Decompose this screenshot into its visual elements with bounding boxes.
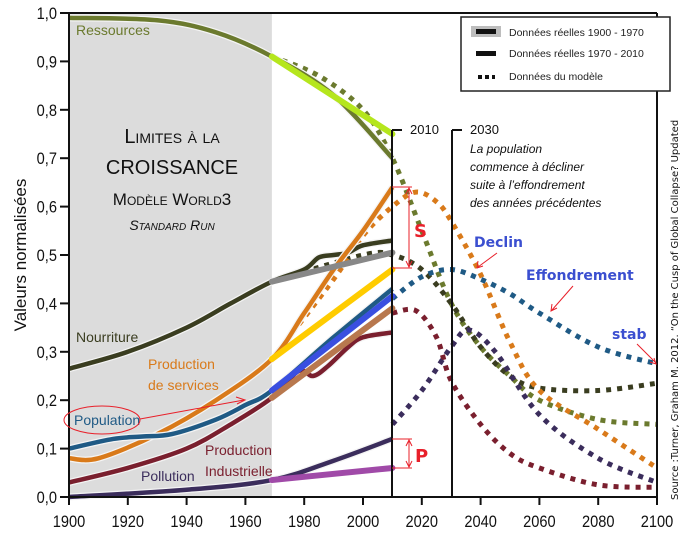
chart-title: Limites à la croissance Modèle World3 St…	[106, 126, 238, 233]
effondrement-arrow-icon	[550, 285, 574, 312]
model-line-pollution	[390, 327, 658, 485]
real-line-population	[68, 287, 394, 451]
trend-line-nourriture	[268, 249, 396, 285]
population-highlight-ellipse	[63, 405, 141, 435]
declin-label: Declin	[474, 235, 523, 251]
trend-line-pollution	[268, 464, 396, 484]
x-tick-label: 2100	[641, 513, 674, 531]
y-tick-label: 0,8	[37, 102, 57, 120]
x-tick-label: 2060	[523, 513, 556, 531]
y-tick-label: 0,1	[37, 441, 57, 459]
y-tick-label: 0,0	[37, 489, 57, 507]
real-line-pollution	[68, 436, 394, 500]
legend-swatch-model-dot	[478, 75, 482, 79]
x-tick-label: 1980	[288, 513, 321, 531]
s-gap-annotation: S	[392, 186, 427, 269]
title-line-2: croissance	[106, 157, 238, 179]
legend-swatch-model-dot	[485, 75, 489, 79]
note-line-2: commence à décliner	[470, 160, 585, 174]
legend-swatch-model-dot	[492, 75, 495, 79]
note-line-1: La population	[470, 142, 542, 156]
population-arrowhead-icon	[235, 396, 247, 405]
legend-entry-3: Données du modèle	[509, 71, 603, 83]
series-label-nourriture: Nourriture	[76, 329, 138, 345]
x-tick-label: 1920	[112, 513, 145, 531]
source-citation: Source :Turner, Graham M. 2012. “On the …	[670, 120, 681, 500]
marker-2030-label: 2030	[470, 122, 499, 137]
legend: Données réelles 1900 - 1970 Données réel…	[460, 16, 671, 92]
trend-line-production-de-services	[268, 266, 396, 363]
legend-swatch-real-1970	[476, 51, 496, 56]
series-label-pollution: Pollution	[141, 468, 195, 484]
x-tick-label: 2080	[582, 513, 615, 531]
x-tick-label: 1940	[170, 513, 203, 531]
marker-2010: 2010	[391, 122, 439, 497]
y-tick-label: 0,7	[37, 150, 57, 168]
stab-arrow-icon	[636, 343, 657, 365]
model-line-production-industrielle	[391, 306, 658, 490]
x-tick-label: 1900	[53, 513, 86, 531]
legend-swatch-real-1900	[476, 29, 496, 34]
y-tick-label: 0,6	[37, 199, 57, 217]
s-label: S	[414, 221, 427, 242]
effondrement-label: Effondrement	[526, 268, 634, 284]
series-label-ressources: Ressources	[76, 22, 150, 38]
y-tick-label: 0,4	[37, 295, 57, 313]
y-axis-title: Valeurs normalisées	[11, 179, 30, 332]
y-tick-label: 0,9	[37, 53, 57, 71]
declin-arrow-icon	[476, 252, 498, 269]
trend-line-ressources	[268, 53, 396, 137]
x-tick-label: 2040	[464, 513, 497, 531]
note-line-3: suite à l’effondrement	[470, 178, 585, 192]
series-label-services-2: de services	[148, 377, 219, 393]
series-label-services-1: Production	[148, 356, 215, 372]
title-line-1: Limites à la	[124, 126, 220, 148]
y-tick-label: 1,0	[37, 5, 57, 23]
y-tick-label: 0,3	[37, 344, 57, 362]
model-line-nourriture	[271, 249, 658, 394]
model-line-production-de-services	[269, 189, 659, 471]
series-label-industrielle-1: Production	[205, 442, 272, 458]
series-label-population: Population	[74, 412, 140, 428]
title-line-4: Standard Run	[129, 217, 215, 233]
trend-line-population	[268, 293, 396, 394]
p-gap-annotation: P	[392, 438, 428, 469]
p-label: P	[415, 446, 428, 467]
y-ticks: 0,0 0,1 0,2 0,3 0,4 0,5 0,6 0,7 0,8 0,9 1,0	[37, 5, 69, 507]
y-tick-label: 0,2	[37, 392, 57, 410]
legend-entry-2: Données réelles 1970 - 2010	[509, 48, 644, 60]
population-arrow	[139, 399, 245, 420]
s-arrowheads-icon	[405, 186, 413, 269]
x-ticks: 1900 1920 1940 1960 1980 2000 2020 2040 2060 2080…	[53, 497, 674, 531]
x-tick-label: 1960	[229, 513, 262, 531]
trend-line-production-industrielle	[268, 305, 396, 401]
title-line-3: Modèle World3	[113, 190, 231, 209]
x-tick-label: 2000	[347, 513, 380, 531]
p-arrowheads-icon	[405, 438, 413, 469]
legend-entry-1: Données réelles 1900 - 1970	[509, 27, 644, 39]
marker-2010-label: 2010	[410, 122, 439, 137]
note-line-4: des années précédentes	[470, 196, 601, 210]
x-tick-label: 2020	[406, 513, 439, 531]
y-tick-label: 0,5	[37, 247, 57, 265]
stab-label: stab	[612, 327, 647, 343]
series-label-industrielle-2: Industrielle	[205, 463, 273, 479]
marker-2030: 2030 La population commence à décliner s…	[451, 122, 601, 497]
